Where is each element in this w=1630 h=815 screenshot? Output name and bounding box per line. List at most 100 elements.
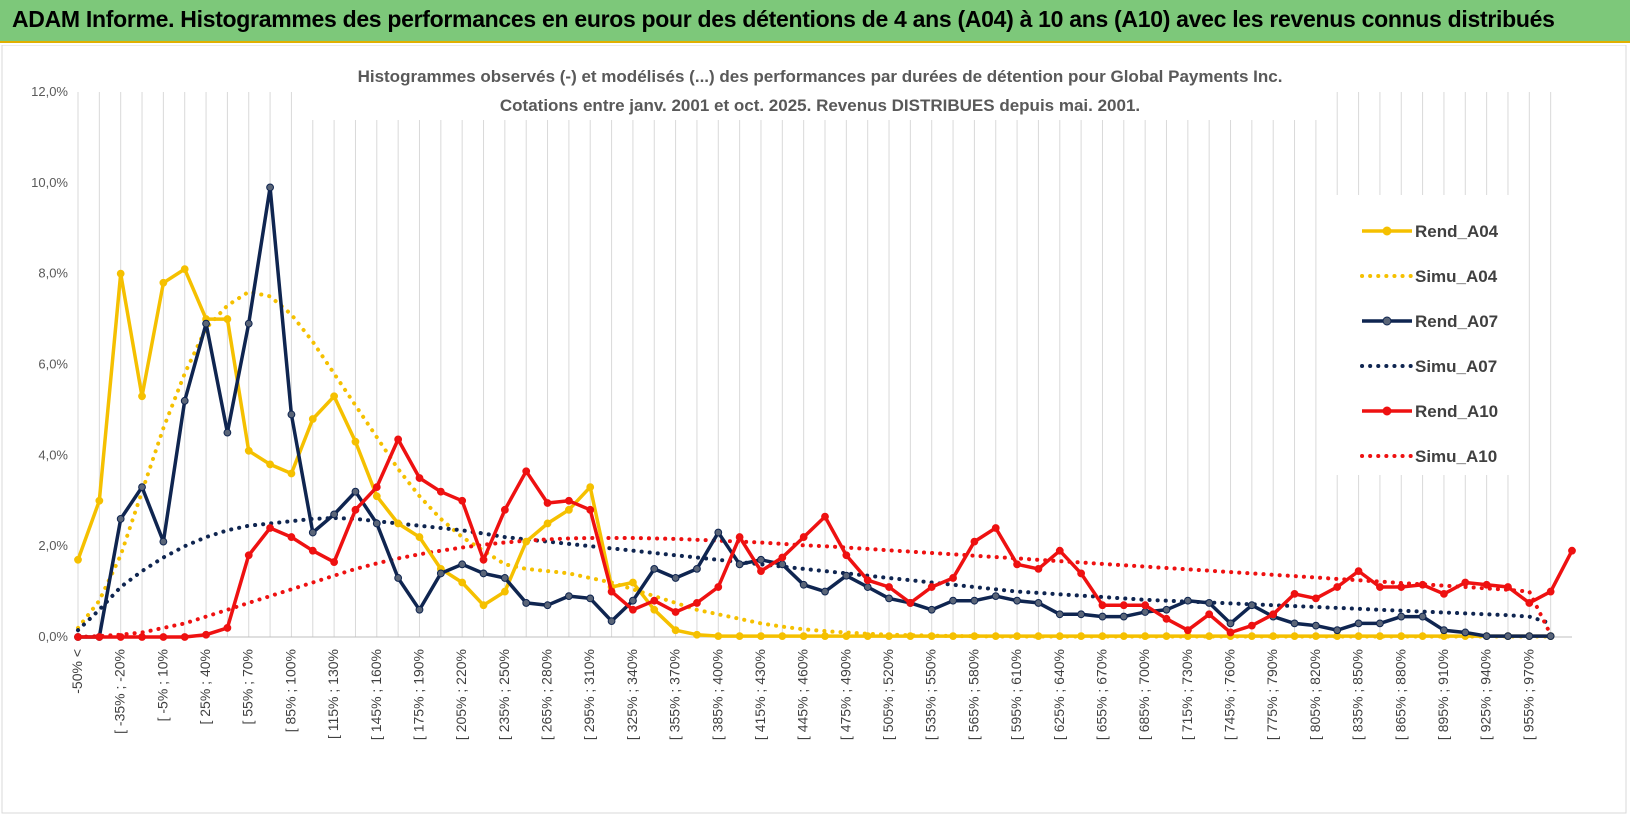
legend-item-simu-a10: Simu_A10 — [1360, 447, 1497, 466]
legend-label: Rend_A07 — [1415, 312, 1498, 331]
data-point — [266, 524, 274, 532]
data-point — [74, 633, 82, 641]
data-point — [116, 633, 125, 641]
y-tick-label: 6,0% — [38, 357, 68, 372]
data-point — [458, 560, 467, 569]
data-point — [394, 435, 403, 444]
data-point — [586, 505, 595, 514]
data-point — [458, 496, 467, 505]
data-point — [244, 446, 253, 455]
data-point — [1333, 583, 1342, 591]
title-banner: ADAM Informe. Histogrammes des performan… — [0, 0, 1630, 43]
data-point — [970, 537, 979, 546]
data-point — [1397, 632, 1406, 640]
data-point — [266, 183, 274, 192]
data-point — [1205, 632, 1214, 640]
data-point — [1162, 632, 1171, 640]
data-point — [693, 630, 701, 639]
x-tick-label: [ 415% ; 430% — [752, 649, 768, 740]
legend-label: Rend_A04 — [1415, 222, 1499, 241]
data-point — [351, 437, 360, 446]
data-point — [991, 592, 1000, 601]
data-point — [415, 533, 424, 541]
data-point — [778, 560, 787, 569]
data-point — [1418, 580, 1427, 589]
x-tick-label: [ 85% ; 100% — [282, 649, 298, 732]
data-point — [885, 632, 893, 640]
data-point — [1418, 632, 1427, 640]
y-tick-label: 0,0% — [38, 629, 68, 644]
legend-item-rend-a04: Rend_A04 — [1362, 222, 1499, 241]
data-point — [586, 483, 595, 492]
x-tick-label: [ 145% ; 160% — [368, 649, 384, 740]
data-point — [543, 499, 552, 507]
data-point — [159, 537, 168, 546]
data-point — [629, 605, 637, 614]
x-tick-label: [ 385% ; 400% — [709, 649, 725, 740]
data-point — [1013, 596, 1021, 605]
data-point — [1525, 599, 1534, 607]
x-tick-label: [ 595% ; 610% — [1008, 649, 1024, 740]
data-point — [1098, 612, 1107, 621]
data-point — [821, 587, 829, 596]
y-tick-label: 4,0% — [38, 447, 68, 462]
chart-title: Histogrammes observés (-) et modélisés (… — [358, 67, 1283, 86]
data-point — [671, 626, 680, 635]
x-axis: -50% < [ -35% ; -20% [ -5% ; 10% [ 25% ; 40… — [69, 636, 1572, 740]
data-point — [970, 632, 979, 640]
data-point — [1077, 569, 1086, 578]
data-point — [885, 583, 893, 591]
data-point — [522, 537, 531, 546]
data-point — [372, 492, 381, 501]
data-point — [991, 524, 1000, 532]
data-point — [1546, 632, 1555, 640]
x-tick-label: [ 265% ; 280% — [539, 649, 555, 740]
data-point — [927, 605, 936, 614]
data-point — [991, 632, 1000, 640]
data-point — [1247, 632, 1256, 640]
x-tick-label: [ 625% ; 640% — [1051, 649, 1067, 740]
data-point — [1290, 589, 1299, 598]
data-point — [693, 564, 701, 573]
data-point — [1354, 632, 1363, 640]
data-point — [522, 467, 531, 476]
data-point — [714, 583, 723, 591]
data-point — [1311, 632, 1320, 640]
data-point — [116, 269, 125, 278]
data-point — [671, 574, 680, 582]
title-background — [305, 60, 1335, 120]
data-point — [1077, 632, 1086, 640]
data-point — [479, 569, 488, 578]
data-point — [1119, 632, 1128, 640]
x-tick-label: [ 655% ; 670% — [1093, 649, 1109, 740]
data-point — [372, 483, 381, 492]
data-point — [885, 594, 893, 603]
data-point — [394, 574, 403, 582]
data-point — [906, 632, 915, 640]
data-point — [351, 505, 360, 514]
data-point — [1013, 560, 1021, 569]
data-point — [799, 632, 808, 640]
data-point — [1034, 599, 1043, 607]
data-point — [1354, 567, 1363, 576]
data-point — [415, 474, 424, 482]
data-point — [436, 569, 445, 578]
legend-item-rend-a07: Rend_A07 — [1362, 312, 1498, 331]
series-simu-a07 — [76, 516, 1553, 633]
data-point — [1183, 626, 1192, 635]
data-point — [159, 278, 168, 287]
data-point — [287, 469, 296, 478]
data-point — [564, 592, 573, 601]
data-point — [757, 555, 765, 564]
data-point — [1440, 626, 1448, 635]
data-point — [436, 487, 445, 496]
x-tick-label: [ 325% ; 340% — [624, 649, 640, 740]
data-point — [1482, 632, 1491, 640]
data-point — [500, 574, 509, 582]
data-point — [1290, 632, 1299, 640]
data-point — [927, 583, 936, 591]
data-point — [1119, 601, 1128, 610]
data-point — [543, 519, 552, 528]
data-point — [116, 515, 125, 523]
data-point — [650, 564, 659, 573]
